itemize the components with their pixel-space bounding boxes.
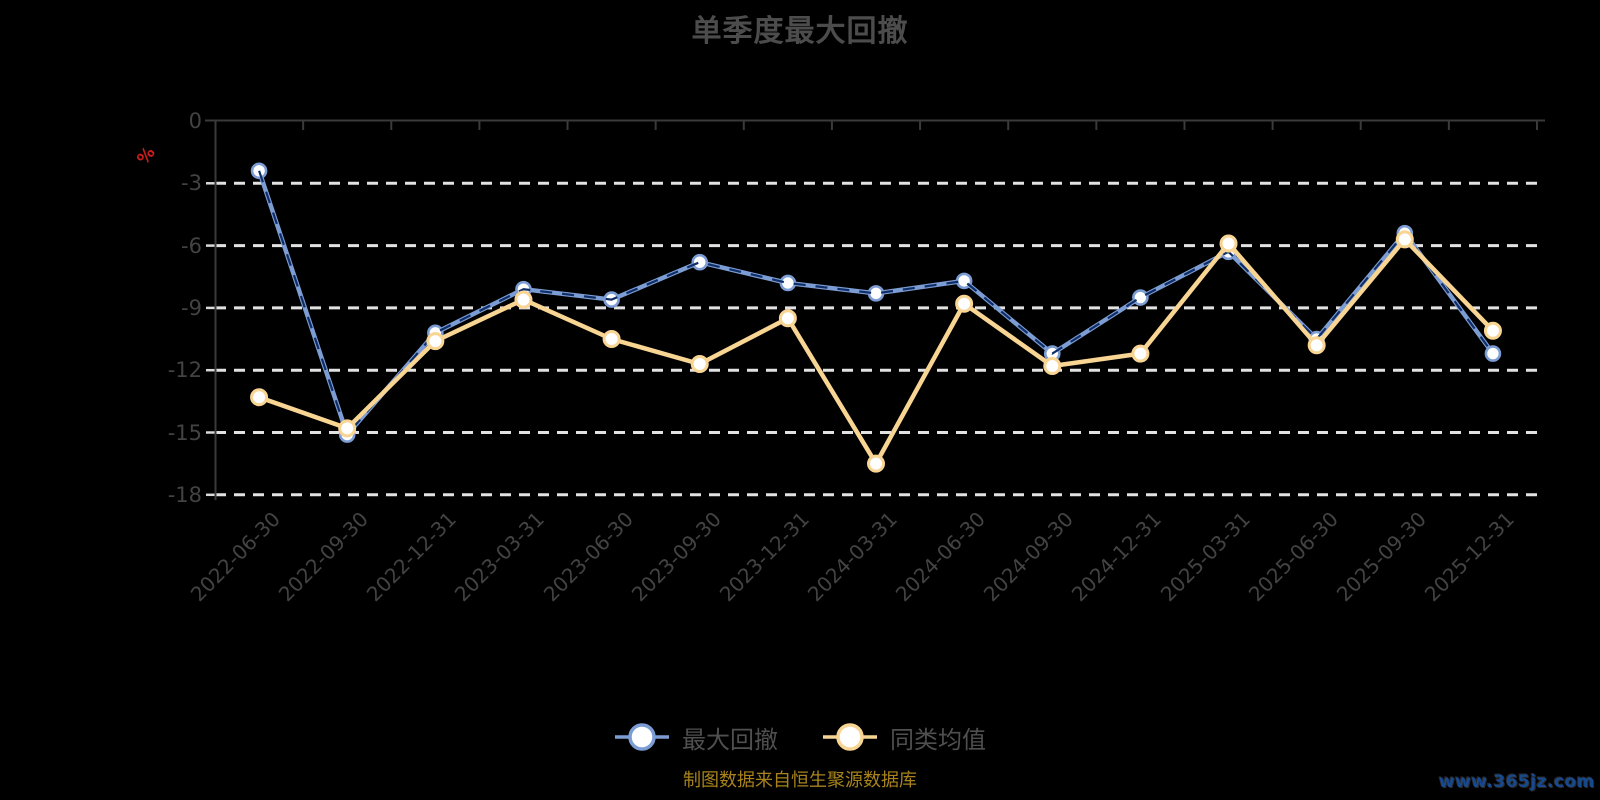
peer-average-point[interactable] bbox=[778, 309, 797, 328]
legend-item-max-drawdown[interactable]: 最大回撤 bbox=[614, 720, 778, 755]
max-drawdown-point[interactable] bbox=[1132, 289, 1149, 306]
y-axis-label: -15 bbox=[167, 420, 202, 445]
max-drawdown-point[interactable] bbox=[867, 285, 885, 302]
watermark: www.365jz.com bbox=[1438, 772, 1595, 792]
peer-average-point[interactable] bbox=[1307, 336, 1326, 355]
y-axis-label: -12 bbox=[167, 358, 202, 383]
y-axis-label: -3 bbox=[181, 171, 202, 196]
peer-average-point[interactable] bbox=[426, 332, 445, 351]
peer-average-point[interactable] bbox=[1395, 230, 1414, 249]
peer-average-point[interactable] bbox=[867, 454, 885, 473]
y-axis-label: -18 bbox=[167, 482, 202, 507]
peer-average-point[interactable] bbox=[1043, 357, 1062, 376]
max-drawdown-legend-marker-icon bbox=[615, 723, 669, 751]
legend-item-peer-average[interactable]: 同类均值 bbox=[822, 720, 986, 755]
chart-title: 单季度最大回撤 bbox=[691, 14, 909, 49]
peer-average-point[interactable] bbox=[1219, 234, 1238, 253]
y-axis-label: 0 bbox=[188, 109, 202, 133]
peer-average-point[interactable] bbox=[1483, 321, 1502, 340]
data-source-note: 制图数据来自恒生聚源数据库 bbox=[683, 770, 917, 791]
y-axis-label: -6 bbox=[181, 233, 202, 258]
peer-average-point[interactable] bbox=[690, 354, 709, 373]
y-axis-label: -9 bbox=[181, 295, 202, 320]
max-drawdown-line bbox=[256, 170, 1495, 437]
max-drawdown-point[interactable] bbox=[1484, 345, 1502, 362]
max-drawdown-point[interactable] bbox=[779, 274, 797, 292]
legend: 最大回撤 同类均值 bbox=[0, 720, 1600, 754]
peer-average-line bbox=[258, 237, 1495, 466]
peer-average-point[interactable] bbox=[338, 419, 357, 438]
peer-average-legend-marker-icon bbox=[823, 723, 877, 751]
peer-average-point[interactable] bbox=[955, 294, 974, 313]
max-drawdown-dash-overlay bbox=[258, 170, 1494, 436]
peer-average-point[interactable] bbox=[1131, 344, 1150, 363]
peer-average-point[interactable] bbox=[250, 388, 269, 407]
legend-label-max-drawdown: 最大回撤 bbox=[682, 725, 778, 754]
peer-average-point[interactable] bbox=[514, 290, 533, 309]
peer-average-point[interactable] bbox=[602, 330, 621, 349]
legend-label-peer-average: 同类均值 bbox=[890, 725, 986, 754]
max-drawdown-point[interactable] bbox=[691, 253, 709, 271]
